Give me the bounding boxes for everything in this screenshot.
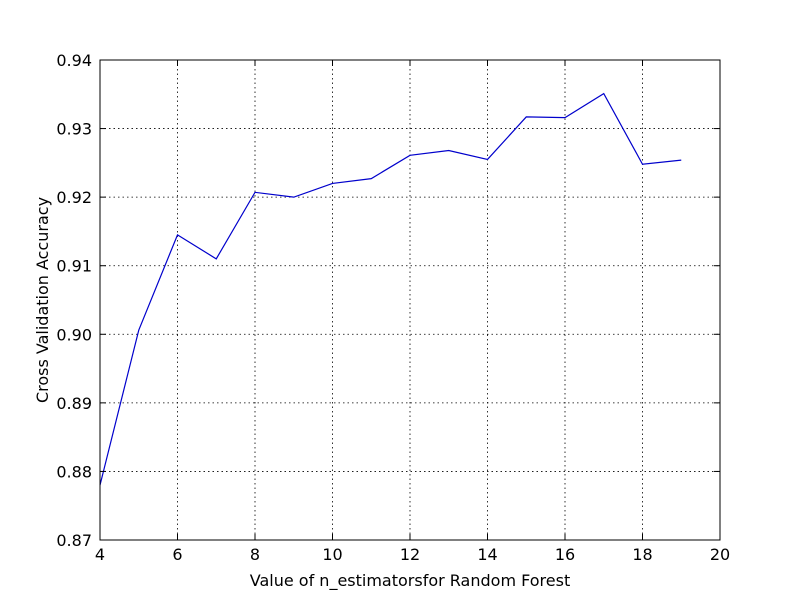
x-tick-label: 14	[477, 545, 497, 564]
y-tick-label: 0.90	[56, 325, 92, 344]
y-tick-label: 0.92	[56, 188, 92, 207]
ticks	[99, 59, 721, 541]
series-layer	[99, 92, 682, 486]
y-tick-label: 0.93	[56, 120, 92, 139]
y-tick-label: 0.94	[56, 51, 92, 70]
x-tick-label: 4	[95, 545, 105, 564]
x-tick-labels: 4 6 8 10 12 14 16 18 20	[95, 545, 730, 564]
x-tick-label: 16	[555, 545, 575, 564]
y-tick-label: 0.91	[56, 257, 92, 276]
x-tick-label: 20	[710, 545, 730, 564]
x-tick-label: 12	[400, 545, 420, 564]
grid	[99, 59, 721, 541]
x-tick-label: 8	[250, 545, 260, 564]
x-tick-label: 10	[322, 545, 342, 564]
x-tick-label: 6	[172, 545, 182, 564]
y-tick-label: 0.88	[56, 462, 92, 481]
y-tick-label: 0.89	[56, 394, 92, 413]
series-line	[99, 92, 682, 486]
x-axis-label: Value of n_estimatorsfor Random Forest	[250, 571, 570, 591]
y-axis-label: Cross Validation Accuracy	[33, 197, 52, 403]
y-tick-labels: 0.87 0.88 0.89 0.90 0.91 0.92 0.93 0.94	[56, 51, 92, 550]
y-tick-label: 0.87	[56, 531, 92, 550]
x-tick-label: 18	[632, 545, 652, 564]
